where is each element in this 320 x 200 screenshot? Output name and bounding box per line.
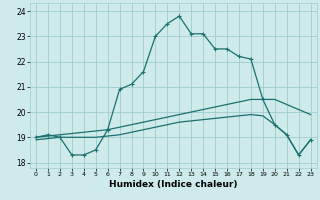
X-axis label: Humidex (Indice chaleur): Humidex (Indice chaleur) bbox=[109, 180, 237, 189]
